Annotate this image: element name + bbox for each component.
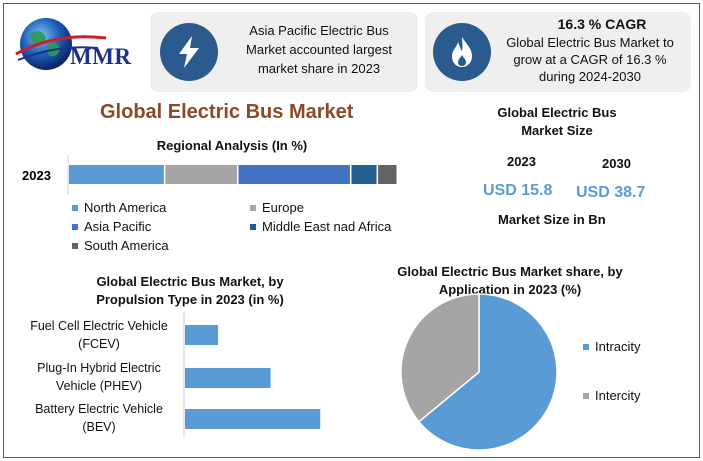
legend-item-mea: Middle East nad Africa (250, 219, 391, 234)
market-size-title: Global Electric Bus Market Size (497, 105, 617, 138)
regional-bar-segment (165, 165, 237, 184)
year-2023-label: 2023 (507, 154, 536, 169)
regional-stacked-bar-chart: 2023 (22, 155, 397, 195)
propulsion-category-label: Battery Electric Vehicle (BEV) (14, 400, 184, 436)
main-title: Global Electric Bus Market (100, 101, 354, 123)
propulsion-bar (185, 325, 219, 345)
legend-item-asia-pacific: Asia Pacific (72, 219, 151, 234)
card1-text: Asia Pacific Electric Bus Market account… (246, 23, 392, 76)
legend-swatch (72, 223, 78, 230)
lightning-icon (160, 23, 218, 81)
pie-slice-intercity (400, 293, 480, 423)
regional-chart-title: Regional Analysis (In %) (156, 138, 308, 153)
legend-swatch (72, 242, 78, 249)
legend-swatch (583, 343, 589, 350)
market-value-2023: USD 15.8 (483, 182, 553, 199)
year-2030-label: 2030 (602, 156, 631, 171)
market-value-2030: USD 38.7 (576, 184, 646, 201)
regional-year-label: 2023 (22, 168, 51, 183)
legend-item-intracity: Intracity (583, 339, 641, 354)
regional-bar-segment (378, 165, 397, 184)
application-chart-title: Global Electric Bus Market share, by App… (397, 264, 623, 297)
propulsion-category-line: Vehicle (PHEV) (55, 379, 143, 393)
regional-bar-segment (238, 165, 350, 184)
legend-swatch (72, 204, 78, 211)
regional-bar-segment (351, 165, 377, 184)
propulsion-chart-title: Global Electric Bus Market, by Propulsio… (96, 274, 284, 307)
card2-text: Global Electric Bus Market to grow at a … (506, 35, 674, 84)
propulsion-category-line: (FCEV) (78, 337, 120, 351)
outer-frame (3, 3, 700, 458)
regional-bar-segment (69, 165, 164, 184)
propulsion-bar-chart (183, 312, 321, 438)
propulsion-bar (185, 368, 271, 388)
propulsion-category-line: Fuel Cell Electric Vehicle (30, 319, 168, 333)
legend-swatch (583, 392, 589, 399)
globe-icon (15, 18, 107, 70)
info-card-asia-pacific: Asia Pacific Electric Bus Market account… (150, 12, 418, 92)
logo-text: MMR (70, 44, 132, 69)
propulsion-bar (185, 409, 321, 429)
legend-swatch (250, 204, 256, 211)
propulsion-category-line: Plug-In Hybrid Electric (37, 361, 161, 375)
propulsion-category-line: Battery Electric Vehicle (35, 402, 163, 416)
pie-slice-intracity (417, 293, 558, 451)
legend-swatch (250, 223, 256, 230)
legend-item-europe: Europe (250, 200, 304, 215)
legend-item-north-america: North America (72, 200, 166, 215)
legend-item-intercity: Intercity (583, 388, 641, 403)
propulsion-category-line: (BEV) (82, 420, 116, 434)
propulsion-category-label: Fuel Cell Electric Vehicle (FCEV) (14, 317, 184, 353)
logo: MMR (12, 14, 142, 76)
flame-icon (433, 23, 491, 81)
application-pie-chart (400, 293, 558, 451)
legend-item-south-america: South America (72, 238, 169, 253)
market-size-unit: Market Size in Bn (498, 212, 606, 227)
cagr-headline: 16.3 % CAGR (557, 16, 647, 32)
info-card-cagr: 16.3 % CAGR Global Electric Bus Market t… (425, 12, 691, 92)
regional-legend: North America Europe Asia Pacific Middle… (72, 200, 412, 260)
propulsion-category-label: Plug-In Hybrid Electric Vehicle (PHEV) (14, 359, 184, 395)
